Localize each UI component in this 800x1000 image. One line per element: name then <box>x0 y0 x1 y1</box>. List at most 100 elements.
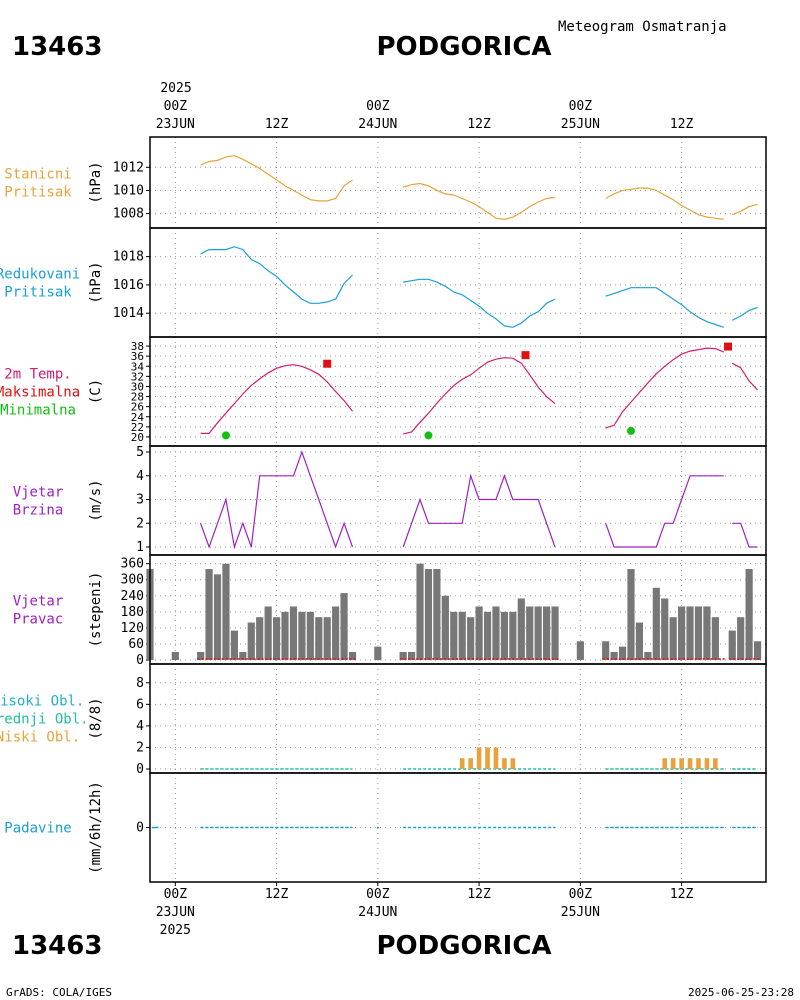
wind-direction-bar <box>678 606 686 660</box>
y-tick-label: 32 <box>131 370 144 383</box>
wind-direction-bar <box>416 563 424 660</box>
y-tick-label: 34 <box>131 360 145 373</box>
low-cloud-bar <box>510 758 516 769</box>
wind-direction-bar <box>576 641 584 660</box>
low-cloud-bar <box>485 747 490 769</box>
station-pressure-line-1 <box>403 182 556 221</box>
temperature-line-1 <box>403 357 556 435</box>
low-cloud-bar <box>713 758 718 769</box>
wind-direction-bar <box>509 611 517 660</box>
station-id-bottom: 13463 <box>12 931 102 961</box>
y-tick-label: 1016 <box>113 278 144 293</box>
wind-direction-bar <box>171 651 179 660</box>
reduced-pressure-line-1 <box>403 278 556 328</box>
y-tick-label: 0 <box>136 821 144 836</box>
y-tick-label: 6 <box>136 697 144 712</box>
wind-direction-bar <box>627 569 635 660</box>
wind-direction-bar <box>737 617 745 660</box>
wind-direction-bar <box>222 563 230 660</box>
bottom-time-label: 00Z <box>569 887 593 902</box>
wind-direction-bar <box>745 569 753 660</box>
y-tick-label: 60 <box>128 637 144 652</box>
y-tick-label: 360 <box>121 557 144 572</box>
top-axis-year: 2025 <box>160 81 191 96</box>
credit-text: GrADS: COLA/IGES <box>6 986 112 999</box>
station-name-top: PODGORICA <box>376 32 551 62</box>
wind-direction-bar <box>399 651 407 660</box>
wind-direction-bar <box>348 651 357 660</box>
station-id-top: 13463 <box>12 32 102 62</box>
y-tick-label: 28 <box>131 391 144 404</box>
wind-direction-bar <box>753 641 762 660</box>
unit-label: (stepeni) <box>88 572 104 648</box>
min-temp-marker <box>424 431 433 440</box>
wind-direction-bar <box>213 574 222 660</box>
wind-direction-bar <box>661 598 669 660</box>
reduced-pressure-line-0 <box>200 246 353 304</box>
station-pressure-line-2 <box>605 187 724 220</box>
panel-label: Stanicni <box>4 167 71 183</box>
wind-direction-bar <box>467 617 475 660</box>
panel-label: Srednji Obl. <box>0 712 89 728</box>
panel-frame <box>149 227 767 338</box>
top-time-label: 00Z <box>366 99 390 114</box>
wind-direction-bar <box>441 595 449 660</box>
low-cloud-bar <box>696 758 701 769</box>
y-tick-label: 0 <box>136 762 144 777</box>
wind-direction-bar <box>635 622 644 660</box>
wind-direction-bar <box>247 622 255 660</box>
temperature-line-2 <box>605 347 725 429</box>
low-cloud-bar <box>662 758 668 769</box>
wind-direction-bar <box>534 606 542 660</box>
wind-speed-line-2 <box>605 475 724 548</box>
wind-direction-bar <box>230 630 238 660</box>
wind-direction-bar <box>686 606 694 660</box>
bottom-time-label: 24JUN <box>358 905 397 920</box>
panel-label: Niski Obl. <box>0 730 80 746</box>
panel-frame <box>149 772 767 883</box>
station-pressure-line-0 <box>200 155 353 202</box>
top-time-label: 24JUN <box>358 117 397 132</box>
unit-label: (hPa) <box>88 261 104 303</box>
bottom-time-label: 12Z <box>467 887 491 902</box>
wind-direction-bar <box>500 611 508 660</box>
y-tick-label: 1008 <box>113 207 144 222</box>
wind-direction-bar <box>315 617 323 660</box>
y-tick-label: 2 <box>136 740 144 755</box>
wind-direction-bar <box>483 611 492 660</box>
wind-direction-bar <box>340 593 348 660</box>
wind-direction-bar <box>728 630 736 660</box>
wind-direction-bar <box>652 587 660 660</box>
station-pressure-line-3 <box>731 203 758 216</box>
y-tick-label: 1 <box>136 540 144 555</box>
panel-label: Padavine <box>4 821 71 837</box>
y-tick-label: 36 <box>131 350 144 363</box>
panels: 100810101012(hPa)StanicniPritisak1014101… <box>0 136 767 883</box>
low-cloud-bar <box>679 758 684 769</box>
y-tick-label: 1010 <box>113 183 144 198</box>
bottom-time-label: 2025 <box>160 923 191 938</box>
y-tick-label: 30 <box>131 380 144 393</box>
wind-speed-line-3 <box>732 522 758 548</box>
panel-frame <box>149 445 767 556</box>
wind-direction-bar <box>526 606 534 660</box>
panel-label: Pritisak <box>4 285 72 301</box>
wind-direction-bar <box>281 611 289 660</box>
wind-direction-bar <box>517 598 525 660</box>
wind-direction-bar <box>289 606 298 660</box>
top-time-label: 25JUN <box>561 117 600 132</box>
y-tick-label: 0 <box>136 653 144 668</box>
low-cloud-bar <box>687 758 693 769</box>
wind-direction-bar <box>323 617 331 660</box>
wind-direction-bar <box>197 651 205 660</box>
unit-label: (m/s) <box>88 479 104 521</box>
y-tick-label: 240 <box>121 589 144 604</box>
bottom-time-label: 12Z <box>670 887 694 902</box>
bottom-time-label: 00Z <box>366 887 390 902</box>
y-tick-label: 1018 <box>113 250 144 265</box>
station-name-bottom: PODGORICA <box>376 931 551 961</box>
top-time-label: 12Z <box>670 117 694 132</box>
wind-direction-bar <box>475 606 483 660</box>
wind-direction-bar <box>610 651 618 660</box>
